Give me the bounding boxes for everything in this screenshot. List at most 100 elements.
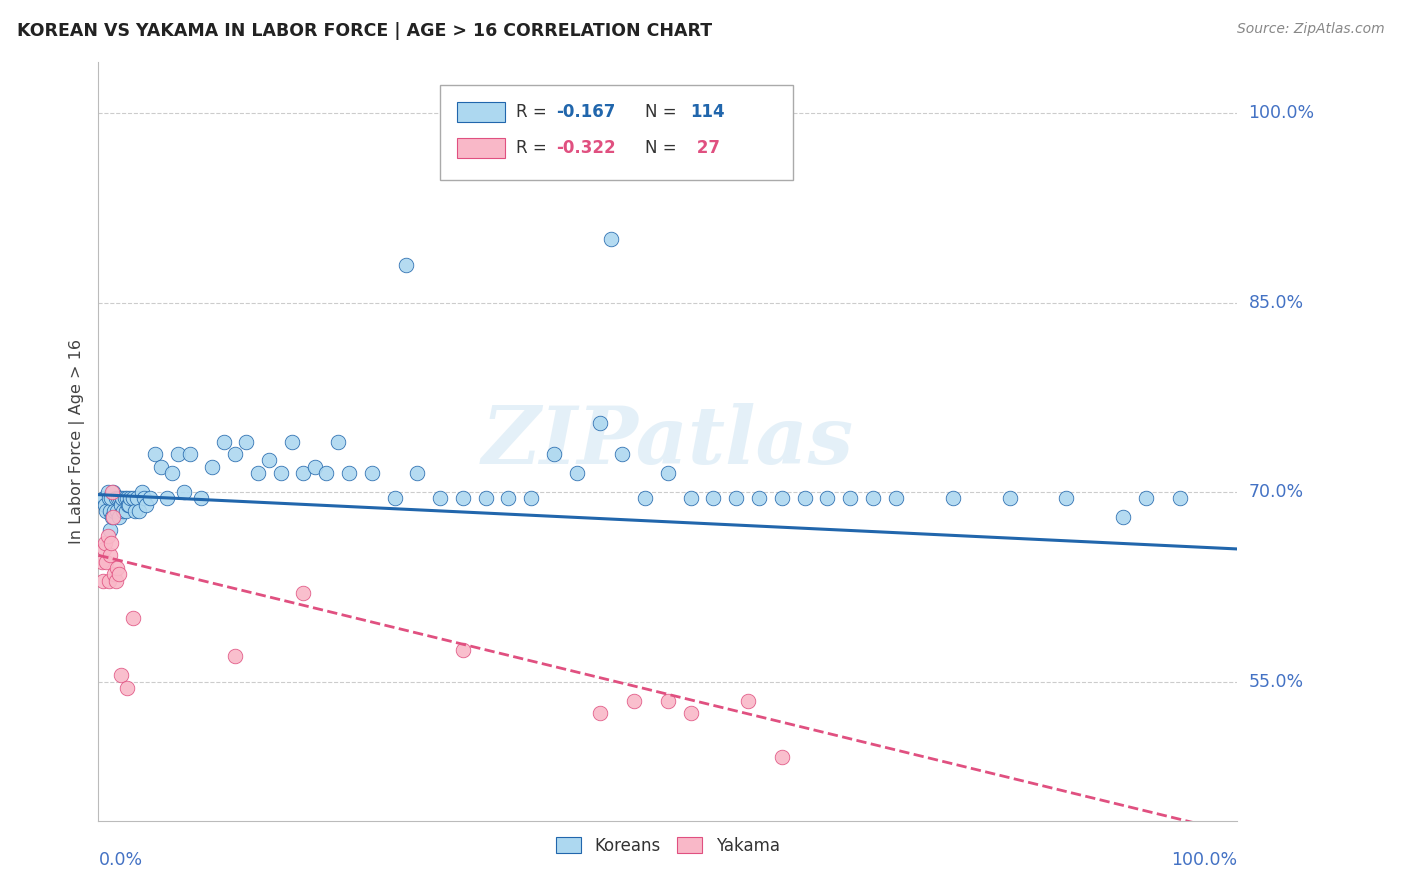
Point [101, 485, 124, 500]
Point [105, 561, 128, 575]
Text: 100.0%: 100.0% [1249, 104, 1315, 122]
Point [748, 491, 770, 506]
Point [96, 529, 118, 543]
Point [337, 466, 360, 480]
Point [737, 693, 759, 707]
Point [98, 523, 121, 537]
Point [315, 466, 337, 480]
Point [103, 567, 125, 582]
Point [121, 491, 143, 506]
Point [98, 548, 121, 562]
Point [406, 466, 429, 480]
Text: N =: N = [645, 139, 682, 157]
Text: 114: 114 [690, 103, 725, 120]
Text: R =: R = [516, 139, 553, 157]
Point [224, 649, 246, 664]
Point [1054, 491, 1078, 506]
Text: Source: ZipAtlas.com: Source: ZipAtlas.com [1237, 22, 1385, 37]
Point [115, 681, 138, 695]
Point [104, 574, 127, 588]
Point [94, 498, 117, 512]
Point [94, 535, 117, 549]
Point [93, 541, 115, 556]
Point [270, 466, 292, 480]
Text: 70.0%: 70.0% [1249, 483, 1303, 501]
Point [451, 491, 474, 506]
Point [292, 466, 315, 480]
Point [770, 750, 793, 764]
Point [100, 535, 122, 549]
Point [862, 491, 884, 506]
Point [235, 434, 257, 449]
Point [292, 586, 315, 600]
Point [1170, 491, 1192, 506]
Point [657, 693, 679, 707]
Point [384, 491, 406, 506]
Point [110, 498, 132, 512]
Point [108, 567, 131, 582]
Point [201, 459, 224, 474]
Point [326, 434, 349, 449]
Point [121, 611, 143, 625]
Text: KOREAN VS YAKAMA IN LABOR FORCE | AGE > 16 CORRELATION CHART: KOREAN VS YAKAMA IN LABOR FORCE | AGE > … [17, 22, 711, 40]
Point [657, 466, 679, 480]
FancyBboxPatch shape [440, 85, 793, 180]
Point [90, 555, 112, 569]
Point [115, 491, 138, 506]
Point [132, 491, 155, 506]
Point [679, 706, 702, 721]
Point [179, 447, 201, 461]
Point [108, 510, 131, 524]
Point [451, 643, 474, 657]
Point [815, 491, 838, 506]
Text: -0.167: -0.167 [557, 103, 616, 120]
Point [702, 491, 724, 506]
Text: ZIPatlas: ZIPatlas [482, 403, 853, 480]
Point [304, 459, 326, 474]
Text: 55.0%: 55.0% [1249, 673, 1303, 690]
Text: 0.0%: 0.0% [98, 851, 142, 869]
Point [124, 504, 146, 518]
Point [167, 447, 190, 461]
Point [173, 485, 195, 500]
Point [117, 498, 139, 512]
Point [118, 498, 141, 512]
Point [679, 491, 702, 506]
Point [623, 693, 645, 707]
Point [520, 491, 543, 506]
FancyBboxPatch shape [457, 102, 505, 121]
Point [429, 491, 451, 506]
Point [770, 491, 793, 506]
Point [105, 504, 128, 518]
Point [162, 466, 184, 480]
Point [128, 504, 150, 518]
Point [112, 504, 135, 518]
Point [93, 491, 115, 506]
Point [120, 491, 142, 506]
Point [634, 491, 657, 506]
Point [111, 491, 134, 506]
Point [114, 491, 136, 506]
Text: -0.322: -0.322 [557, 139, 616, 157]
Point [96, 485, 118, 500]
Point [110, 668, 132, 682]
Text: 85.0%: 85.0% [1249, 293, 1303, 311]
Text: R =: R = [516, 103, 553, 120]
Text: 27: 27 [690, 139, 720, 157]
Point [103, 504, 125, 518]
Point [190, 491, 212, 506]
Point [246, 466, 269, 480]
Point [108, 491, 131, 506]
Point [212, 434, 235, 449]
Point [97, 574, 120, 588]
FancyBboxPatch shape [457, 138, 505, 158]
Point [942, 491, 965, 506]
Point [127, 491, 149, 506]
Text: 100.0%: 100.0% [1171, 851, 1237, 869]
Point [131, 485, 153, 500]
Point [360, 466, 382, 480]
Point [543, 447, 565, 461]
Point [103, 510, 125, 524]
Point [114, 504, 136, 518]
Point [104, 491, 127, 506]
